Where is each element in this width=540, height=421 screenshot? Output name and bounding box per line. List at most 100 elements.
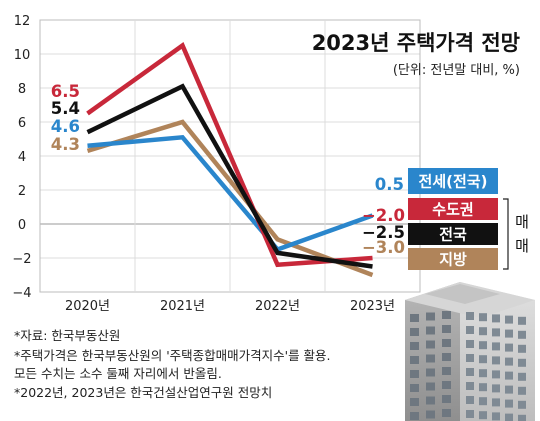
building-window <box>479 383 487 392</box>
legend-group-label: 매 <box>515 213 529 231</box>
x-tick-label: 2023년 <box>350 299 395 314</box>
building-window <box>492 398 500 407</box>
end-label: −2.5 <box>362 223 405 242</box>
building-window <box>479 327 487 336</box>
building-window <box>492 412 500 421</box>
series-line-지방 <box>86 119 374 278</box>
y-tick-label: 6 <box>18 116 26 131</box>
building-window <box>466 354 474 362</box>
y-tick-label: 8 <box>18 82 26 97</box>
y-tick-label: −2 <box>12 252 31 267</box>
building-window <box>479 397 487 406</box>
building-window <box>518 414 526 421</box>
building-window <box>505 371 513 380</box>
building-window <box>466 326 474 334</box>
building-window <box>410 356 419 364</box>
building-window <box>426 382 435 391</box>
building-window <box>466 312 474 320</box>
x-tick-label: 2020년 <box>65 299 110 314</box>
note-rounding: 모든 수치는 소수 둘째 자리에서 반올림. <box>14 366 222 381</box>
building-window <box>426 354 435 363</box>
chart-title: 2023년 주택가격 전망 <box>312 31 520 55</box>
building-window <box>442 367 451 375</box>
building-window <box>410 384 419 392</box>
building-window <box>505 357 513 366</box>
legend-label: 전국 <box>439 226 467 244</box>
building-window <box>505 329 513 338</box>
building-window <box>492 342 500 351</box>
end-label: 0.5 <box>375 175 404 194</box>
building-window <box>492 370 500 379</box>
building-window <box>410 342 419 350</box>
y-tick-label: −4 <box>12 286 31 301</box>
building-window <box>492 328 500 337</box>
apartment-building-icon <box>405 282 535 421</box>
building-window <box>442 395 451 403</box>
building-window <box>442 381 451 389</box>
y-tick-label: 2 <box>18 184 26 199</box>
building-window <box>518 358 526 367</box>
building-window <box>466 410 474 418</box>
building-window <box>479 411 487 420</box>
x-tick-label: 2021년 <box>160 299 205 314</box>
building-window <box>505 399 513 408</box>
building-window <box>518 372 526 381</box>
legend-group-label: 매 <box>515 237 529 255</box>
building-window <box>466 368 474 376</box>
building-window <box>492 314 500 323</box>
building-window <box>426 410 435 419</box>
note-forecast: *2022년, 2023년은 한국건설산업연구원 전망치 <box>14 385 273 400</box>
building-window <box>442 311 451 319</box>
building-window <box>518 386 526 395</box>
y-tick-label: 10 <box>14 48 31 63</box>
note-index: *주택가격은 한국부동산원의 '주택종합매매가격지수'를 활용. <box>14 348 331 363</box>
start-label: 5.4 <box>51 99 80 118</box>
building-window <box>466 340 474 348</box>
legend-bracket <box>503 198 509 270</box>
building-window <box>426 396 435 405</box>
building-window <box>410 398 419 406</box>
building-window <box>518 330 526 339</box>
building-window <box>518 316 526 325</box>
building-window <box>410 314 419 322</box>
y-tick-label: 0 <box>18 218 26 233</box>
legend-swatch <box>408 223 498 245</box>
building-window <box>505 413 513 421</box>
building-window <box>426 326 435 335</box>
start-label: 4.3 <box>51 135 80 154</box>
note-source: *자료: 한국부동산원 <box>14 328 121 343</box>
end-label: −2.0 <box>362 206 405 225</box>
building-window <box>492 356 500 365</box>
building-window <box>442 339 451 347</box>
building-window <box>518 344 526 353</box>
building-window <box>479 341 487 350</box>
building-window <box>442 409 451 417</box>
building-window <box>492 384 500 393</box>
building-window <box>426 312 435 321</box>
building-window <box>466 382 474 390</box>
series-line-전국 <box>86 83 373 269</box>
start-label: 4.6 <box>51 117 80 136</box>
chart-subtitle: (단위: 전년말 대비, %) <box>393 63 520 78</box>
building-window <box>466 396 474 404</box>
building-window <box>518 400 526 409</box>
start-label: 6.5 <box>51 82 80 101</box>
building-window <box>479 313 487 322</box>
building-window <box>505 385 513 394</box>
legend-label: 지방 <box>439 251 467 269</box>
end-label: −3.0 <box>362 238 405 257</box>
building-window <box>426 368 435 377</box>
y-tick-label: 12 <box>14 14 31 29</box>
series-line-전세(전국) <box>87 134 374 253</box>
building-window <box>442 353 451 361</box>
building-window <box>410 328 419 336</box>
legend-swatch <box>408 248 498 270</box>
building-window <box>410 370 419 378</box>
legend-swatch <box>408 198 498 220</box>
building-window <box>505 343 513 352</box>
building-window <box>505 315 513 324</box>
building-window <box>410 412 419 420</box>
building-window <box>479 369 487 378</box>
legend-label: 수도권 <box>432 201 473 219</box>
